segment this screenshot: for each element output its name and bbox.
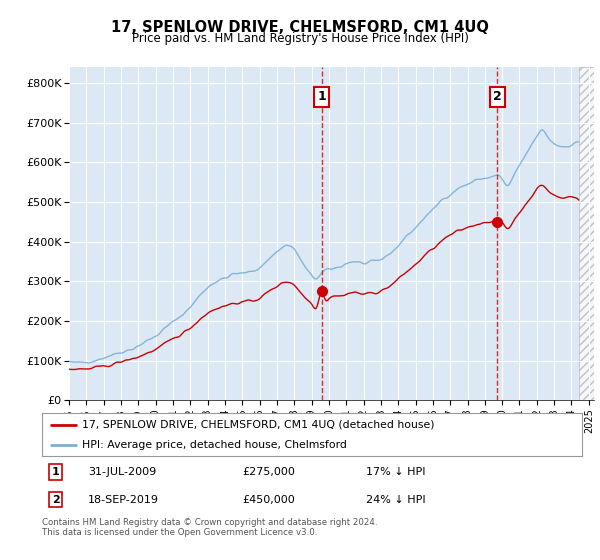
Text: £275,000: £275,000 xyxy=(242,467,295,477)
Text: HPI: Average price, detached house, Chelmsford: HPI: Average price, detached house, Chel… xyxy=(83,441,347,450)
Text: 24% ↓ HPI: 24% ↓ HPI xyxy=(366,494,425,505)
Text: 18-SEP-2019: 18-SEP-2019 xyxy=(88,494,159,505)
Text: Price paid vs. HM Land Registry's House Price Index (HPI): Price paid vs. HM Land Registry's House … xyxy=(131,32,469,45)
Text: 17% ↓ HPI: 17% ↓ HPI xyxy=(366,467,425,477)
Text: 31-JUL-2009: 31-JUL-2009 xyxy=(88,467,156,477)
Text: 17, SPENLOW DRIVE, CHELMSFORD, CM1 4UQ (detached house): 17, SPENLOW DRIVE, CHELMSFORD, CM1 4UQ (… xyxy=(83,420,435,430)
Bar xyxy=(579,67,594,400)
Text: 1: 1 xyxy=(317,91,326,104)
Text: 2: 2 xyxy=(52,494,59,505)
Text: 17, SPENLOW DRIVE, CHELMSFORD, CM1 4UQ: 17, SPENLOW DRIVE, CHELMSFORD, CM1 4UQ xyxy=(111,20,489,35)
Text: £450,000: £450,000 xyxy=(242,494,295,505)
Text: 2: 2 xyxy=(493,91,502,104)
Text: 1: 1 xyxy=(52,467,59,477)
Text: Contains HM Land Registry data © Crown copyright and database right 2024.
This d: Contains HM Land Registry data © Crown c… xyxy=(42,518,377,538)
